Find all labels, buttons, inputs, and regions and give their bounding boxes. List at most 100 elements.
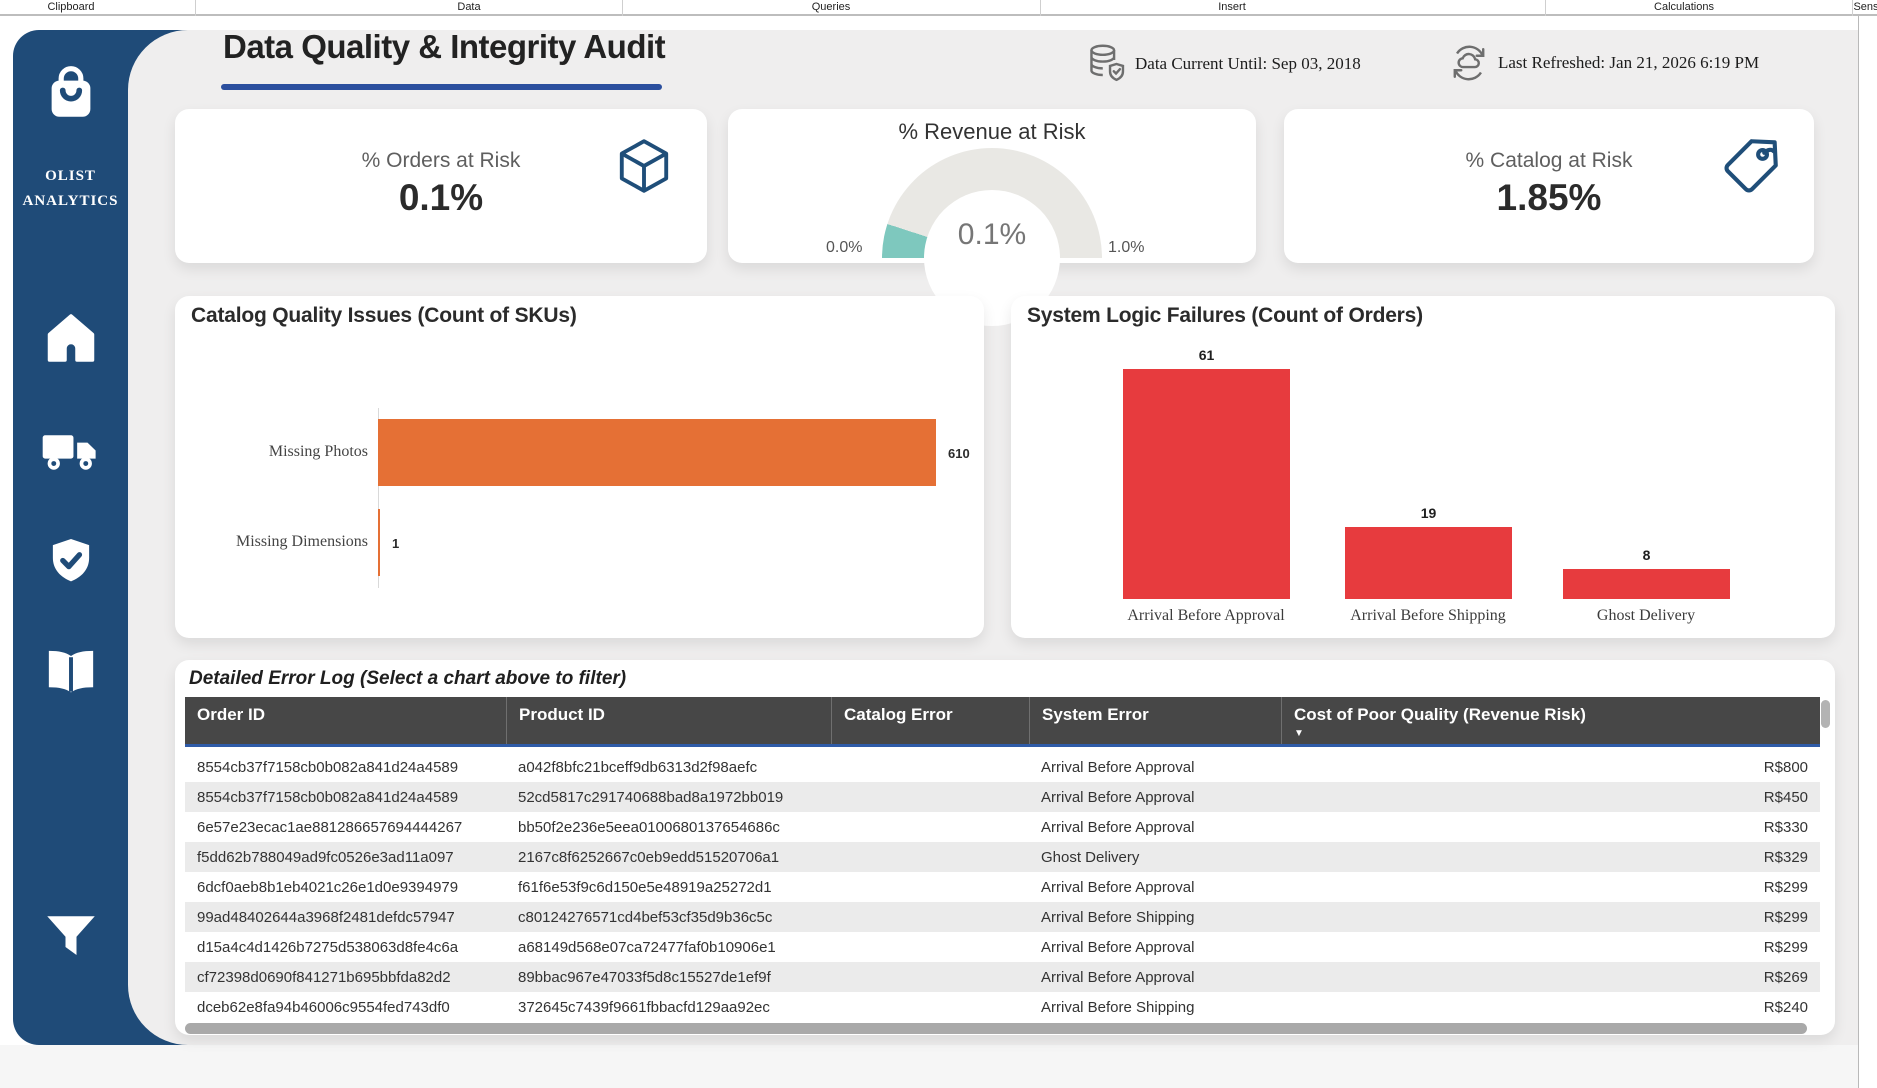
system-bar-label: Arrival Before Shipping xyxy=(1350,607,1506,624)
brand-line2: ANALYTICS xyxy=(22,193,119,209)
brand-line1: OLIST xyxy=(45,168,96,184)
ribbon-tab-insert[interactable]: Insert xyxy=(1218,1,1246,13)
price-tag-icon xyxy=(1718,133,1784,199)
system-failures-chart-card: System Logic Failures (Count of Orders) … xyxy=(1011,296,1835,638)
table-row[interactable]: 6dcf0aeb8b1eb4021c26e1d0e9394979 f61f6e53… xyxy=(185,872,1820,902)
home-icon[interactable] xyxy=(13,308,128,368)
table-row[interactable]: cf72398d0690f841271b695bbfda82d2 89bbac96… xyxy=(185,962,1820,992)
kpi-card-revenue-at-risk: % Revenue at Risk 0.1% 0.0% 1.0% xyxy=(728,109,1256,326)
right-pane-edge xyxy=(1858,16,1877,1088)
system-bar[interactable] xyxy=(1563,569,1730,599)
ribbon-separator xyxy=(1852,0,1853,16)
catalog-bar[interactable] xyxy=(378,509,380,576)
catalog-bar[interactable] xyxy=(378,419,936,486)
table-cell: R$269 xyxy=(1763,968,1808,986)
table-cell: Arrival Before Approval xyxy=(1041,788,1195,806)
table-row[interactable]: 6e57e23ecac1ae881286657694444267 bb50f2e2… xyxy=(185,812,1820,842)
data-current-text: Data Current Until: Sep 03, 2018 xyxy=(1135,54,1361,73)
shield-check-icon[interactable] xyxy=(13,532,128,592)
ribbon-tab-calculations[interactable]: Calculations xyxy=(1654,1,1714,13)
table-cell: Arrival Before Approval xyxy=(1041,818,1195,836)
system-bar-value: 8 xyxy=(1642,547,1651,563)
table-cell: cf72398d0690f841271b695bbfda82d2 xyxy=(197,968,451,986)
table-cell: d15a4c4d1426b7275d538063d8fe4c6a xyxy=(197,938,459,956)
gauge-min-label: 0.0% xyxy=(826,239,863,256)
catalog-chart-title: Catalog Quality Issues (Count of SKUs) xyxy=(191,304,577,327)
horizontal-scrollbar[interactable] xyxy=(185,1023,1807,1034)
table-cell: R$800 xyxy=(1763,758,1808,776)
catalog-quality-chart-card: Catalog Quality Issues (Count of SKUs) M… xyxy=(175,296,984,638)
table-row[interactable]: 99ad48402644a3968f2481defdc57947 c8012427… xyxy=(185,902,1820,932)
vertical-scrollbar[interactable] xyxy=(1821,700,1830,728)
ribbon-tab-sensitivity[interactable]: Sens xyxy=(1853,1,1877,13)
table-cell: Arrival Before Approval xyxy=(1041,878,1195,896)
ribbon-tab-queries[interactable]: Queries xyxy=(811,1,851,13)
system-chart-title: System Logic Failures (Count of Orders) xyxy=(1027,304,1423,327)
ribbon-separator xyxy=(1040,0,1041,16)
cube-icon xyxy=(613,135,675,197)
table-cell: R$299 xyxy=(1763,938,1808,956)
table-cell: 6e57e23ecac1ae881286657694444267 xyxy=(197,818,463,836)
table-cell: 6dcf0aeb8b1eb4021c26e1d0e9394979 xyxy=(197,878,459,896)
last-refreshed-meta: Last Refreshed: Jan 21, 2026 6:19 PM xyxy=(1448,42,1759,84)
table-cell: R$240 xyxy=(1763,998,1808,1016)
table-row[interactable]: 8554cb37f7158cb0b082a841d24a4589 a042f8bf… xyxy=(185,752,1820,782)
kpi-orders-label: % Orders at Risk xyxy=(361,149,521,172)
system-bar-value: 19 xyxy=(1420,505,1437,521)
table-cell: 8554cb37f7158cb0b082a841d24a4589 xyxy=(197,758,459,776)
catalog-bar-value: 610 xyxy=(948,446,970,461)
catalog-chart-axis xyxy=(378,408,379,588)
table-row[interactable]: dceb62e8fa94b46006c9554fed743df0 372645c7… xyxy=(185,992,1820,1022)
catalog-bar-value: 1 xyxy=(392,536,400,551)
ribbon-tab-clipboard[interactable]: Clipboard xyxy=(47,1,95,13)
table-cell: 372645c7439f9661fbbacfd129aa92ec xyxy=(518,998,770,1016)
table-cell: R$329 xyxy=(1763,848,1808,866)
column-header-order-id[interactable]: Order ID xyxy=(197,705,266,724)
ribbon-tab-data[interactable]: Data xyxy=(457,1,481,13)
system-bar-label: Arrival Before Approval xyxy=(1127,607,1285,624)
title-underline xyxy=(221,84,662,90)
table-cell: dceb62e8fa94b46006c9554fed743df0 xyxy=(197,998,450,1016)
system-bar-label: Ghost Delivery xyxy=(1596,607,1696,624)
kpi-orders-value: 0.1% xyxy=(398,177,484,218)
database-check-icon xyxy=(1085,42,1127,86)
table-row[interactable]: d15a4c4d1426b7275d538063d8fe4c6a a68149d5… xyxy=(185,932,1820,962)
catalog-bar-label: Missing Photos xyxy=(268,443,368,460)
kpi-catalog-value: 1.85% xyxy=(1496,177,1602,218)
table-cell: 8554cb37f7158cb0b082a841d24a4589 xyxy=(197,788,459,806)
column-header-catalog-error[interactable]: Catalog Error xyxy=(831,697,1029,744)
table-cell: f5dd62b788049ad9fc0526e3ad11a097 xyxy=(197,848,454,866)
column-header-product-id[interactable]: Product ID xyxy=(506,697,831,744)
kpi-catalog-label: % Catalog at Risk xyxy=(1465,149,1633,172)
cloud-refresh-icon xyxy=(1448,42,1490,84)
gauge-title: % Revenue at Risk xyxy=(898,119,1086,144)
system-bar[interactable] xyxy=(1345,527,1512,599)
ribbon-separator xyxy=(195,0,196,16)
table-cell: 89bbac967e47033f5d8c15527de1ef9f xyxy=(518,968,771,986)
table-cell: a042f8bfc21bceff9db6313d2f98aefc xyxy=(518,758,758,776)
error-log-table-card: Detailed Error Log (Select a chart above… xyxy=(175,660,1835,1035)
truck-icon[interactable] xyxy=(13,422,128,478)
table-row[interactable]: f5dd62b788049ad9fc0526e3ad11a097 2167c8f6… xyxy=(185,842,1820,872)
table-cell: R$299 xyxy=(1763,908,1808,926)
table-header-row: Order ID Product ID Catalog Error System… xyxy=(185,697,1820,747)
system-bar[interactable] xyxy=(1123,369,1290,599)
table-cell: f61f6e53f9c6d150e5e48919a25272d1 xyxy=(518,878,772,896)
table-cell: Ghost Delivery xyxy=(1041,848,1140,866)
filter-funnel-icon[interactable] xyxy=(13,905,128,965)
table-cell: Arrival Before Shipping xyxy=(1041,998,1195,1016)
catalog-bar-label: Missing Dimensions xyxy=(235,533,368,550)
table-cell: R$299 xyxy=(1763,878,1808,896)
ribbon-separator xyxy=(622,0,623,16)
table-cell: 52cd5817c291740688bad8a1972bb019 xyxy=(518,788,784,806)
table-row[interactable]: 8554cb37f7158cb0b082a841d24a4589 52cd5817… xyxy=(185,782,1820,812)
ribbon: Clipboard Data Queries Insert Calculatio… xyxy=(0,0,1877,16)
table-cell: c80124276571cd4bef53cf35d9b36c5c xyxy=(518,908,773,926)
table-cell: a68149d568e07ca72477faf0b10906e1 xyxy=(518,938,776,956)
shopping-bag-icon[interactable] xyxy=(13,62,128,124)
system-bar-value: 61 xyxy=(1198,347,1215,363)
column-header-cost[interactable]: Cost of Poor Quality (Revenue Risk) ▼ xyxy=(1281,697,1820,744)
column-header-system-error[interactable]: System Error xyxy=(1029,697,1281,744)
book-open-icon[interactable] xyxy=(13,644,128,700)
